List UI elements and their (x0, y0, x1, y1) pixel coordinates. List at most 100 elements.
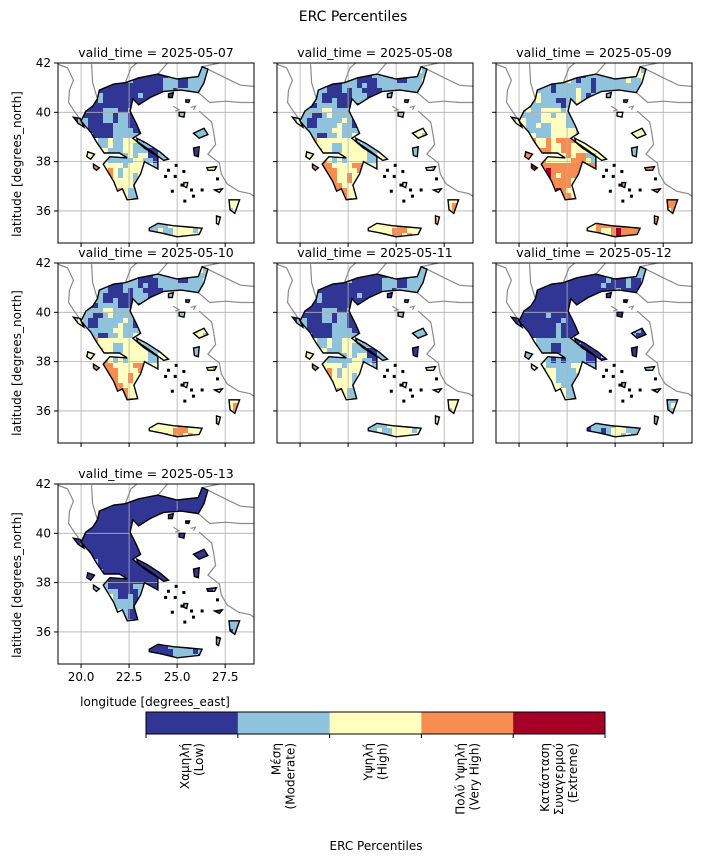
erc-cell (556, 118, 562, 124)
erc-cell (317, 133, 323, 139)
erc-cell (138, 278, 144, 284)
erc-cell (108, 113, 114, 119)
erc-cell (248, 188, 253, 193)
erc-cell (238, 213, 240, 219)
erc-cell (282, 213, 287, 218)
erc-cell (437, 148, 443, 154)
erc-cell (307, 128, 313, 134)
erc-cell (153, 303, 159, 309)
erc-cell (123, 83, 129, 89)
erc-cell (277, 78, 282, 83)
erc-cell (88, 308, 94, 314)
erc-cell (158, 128, 164, 134)
erc-cell (123, 168, 129, 174)
erc-cell (551, 118, 557, 124)
erc-cell (546, 158, 552, 164)
erc-cell (208, 283, 214, 289)
erc-cell (347, 93, 353, 99)
erc-cell (73, 223, 79, 229)
erc-cell (452, 148, 458, 154)
erc-cell (671, 158, 677, 164)
erc-cell (228, 138, 234, 144)
erc-cell (173, 148, 179, 154)
erc-cell (442, 133, 448, 139)
erc-cell (163, 178, 169, 184)
erc-cell (511, 188, 517, 194)
erc-cell (103, 278, 109, 284)
erc-cell (317, 98, 323, 104)
erc-cell (118, 223, 124, 229)
erc-cell (317, 78, 323, 84)
erc-cell (377, 143, 383, 149)
erc-cell (73, 168, 79, 174)
erc-cell (626, 163, 632, 169)
erc-cell (203, 233, 209, 237)
erc-cell (357, 188, 363, 194)
erc-cell (243, 178, 248, 183)
erc-cell (307, 228, 313, 234)
erc-cell (158, 303, 164, 309)
erc-cell (576, 158, 582, 164)
erc-cell (402, 233, 408, 237)
erc-cell (397, 218, 403, 224)
erc-cell (556, 93, 562, 99)
ytick-label: 36 (36, 204, 51, 218)
erc-cell (372, 68, 378, 74)
erc-cell (188, 218, 194, 224)
erc-cell (571, 193, 577, 199)
erc-cell (277, 203, 282, 208)
erc-cell (88, 298, 94, 304)
erc-cell (63, 143, 68, 148)
erc-cell (188, 88, 194, 94)
erc-cell (98, 66, 104, 69)
small-island (392, 174, 396, 178)
erc-cell (312, 113, 318, 119)
erc-cell (407, 123, 413, 129)
erc-cell (352, 228, 358, 234)
erc-cell (462, 193, 467, 198)
erc-cell (581, 183, 587, 189)
erc-cell (58, 223, 63, 228)
erc-cell (218, 183, 224, 189)
erc-cell (317, 233, 323, 237)
erc-cell (73, 188, 79, 194)
erc-cell (422, 188, 428, 194)
coastline (192, 145, 200, 158)
erc-cell (282, 178, 287, 183)
erc-cell (437, 203, 443, 209)
erc-cell (496, 203, 501, 208)
erc-cell (302, 178, 308, 184)
erc-cell (342, 168, 348, 174)
erc-cell (128, 168, 134, 174)
erc-cell (198, 318, 204, 324)
erc-cell (452, 203, 458, 209)
erc-cell (631, 93, 637, 99)
erc-cell (327, 78, 333, 84)
erc-cell (591, 233, 597, 237)
erc-cell (417, 138, 423, 144)
erc-cell (238, 266, 240, 269)
erc-cell (496, 183, 501, 188)
erc-cell (218, 98, 224, 104)
erc-cell (671, 223, 677, 229)
erc-cell (128, 193, 134, 199)
erc-cell (58, 143, 63, 148)
erc-cell (63, 93, 68, 98)
erc-cell (636, 128, 642, 134)
erc-cell (427, 233, 433, 237)
erc-cell (417, 78, 423, 84)
erc-cell (686, 143, 691, 148)
erc-cell (467, 178, 472, 183)
erc-cell (63, 163, 68, 168)
erc-cell (347, 118, 353, 124)
erc-cell (73, 66, 79, 69)
erc-cell (213, 183, 219, 189)
erc-cell (621, 148, 627, 154)
erc-cell (447, 158, 453, 164)
erc-cell (213, 83, 219, 89)
erc-cell (277, 148, 282, 153)
erc-cell (332, 143, 338, 149)
erc-cell (626, 168, 632, 174)
erc-cell (218, 133, 224, 139)
erc-cell (238, 78, 240, 84)
